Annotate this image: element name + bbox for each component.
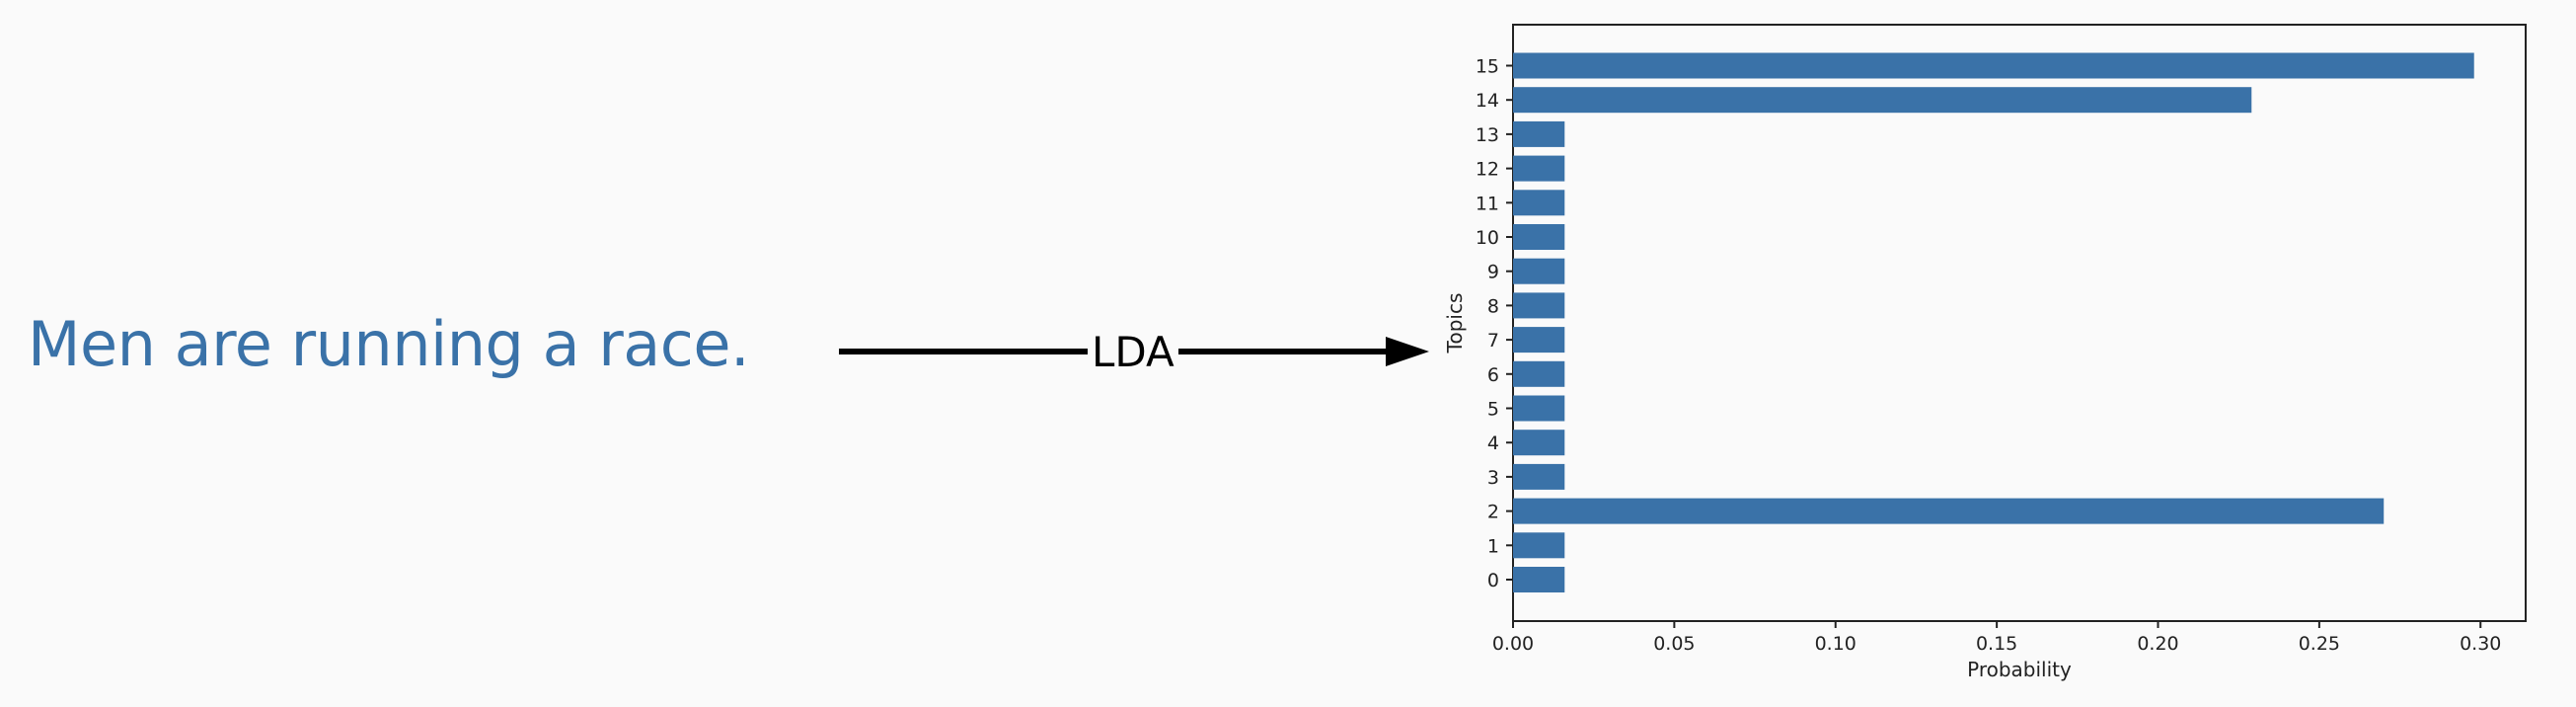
lda-label: LDA xyxy=(1088,328,1178,376)
y-tick-label: 7 xyxy=(1487,330,1499,352)
input-sentence: Men are running a race. xyxy=(28,308,750,380)
bar-topic-5 xyxy=(1513,395,1565,422)
bar-topic-1 xyxy=(1513,532,1565,559)
bar-topic-13 xyxy=(1513,120,1565,147)
bar-topic-10 xyxy=(1513,224,1565,250)
plot-frame xyxy=(1512,24,2527,622)
x-tick-label: 0.15 xyxy=(1976,633,2017,655)
x-tick-label: 0.00 xyxy=(1492,633,1534,655)
x-tick-label: 0.20 xyxy=(2137,633,2178,655)
x-tick-label: 0.30 xyxy=(2460,633,2501,655)
y-tick-label: 5 xyxy=(1487,399,1499,421)
bar-topic-0 xyxy=(1513,567,1565,592)
y-tick-label: 15 xyxy=(1476,56,1499,78)
y-tick-label: 6 xyxy=(1487,364,1499,386)
y-tick-label: 9 xyxy=(1487,262,1499,283)
y-tick-label: 13 xyxy=(1476,124,1499,146)
bar-topic-3 xyxy=(1513,463,1565,490)
y-tick-label: 1 xyxy=(1487,535,1499,557)
bar-topic-2 xyxy=(1513,498,2385,524)
bar-topic-15 xyxy=(1513,52,2474,79)
bar-topic-7 xyxy=(1513,327,1565,354)
y-tick-label: 4 xyxy=(1487,432,1499,454)
x-tick-label: 0.10 xyxy=(1815,633,1856,655)
x-tick-label: 0.05 xyxy=(1653,633,1695,655)
x-ticks-group: 0.00 0.05 0.10 0.15 0.20 0.25 0.30 xyxy=(1492,621,2501,655)
x-tick-label: 0.25 xyxy=(2299,633,2340,655)
y-tick-label: 3 xyxy=(1487,467,1499,489)
bar-topic-8 xyxy=(1513,292,1565,319)
y-tick-label: 2 xyxy=(1487,502,1499,523)
x-axis-label: Probability xyxy=(1967,658,2072,681)
bar-topic-6 xyxy=(1513,360,1565,387)
y-tick-label: 8 xyxy=(1487,295,1499,317)
bar-topic-11 xyxy=(1513,190,1565,216)
arrow-head-icon xyxy=(1386,337,1429,366)
y-tick-label: 12 xyxy=(1476,159,1499,181)
y-tick-label: 0 xyxy=(1487,570,1499,591)
y-tick-label: 10 xyxy=(1476,227,1499,249)
bar-topic-9 xyxy=(1513,258,1565,284)
y-tick-label: 11 xyxy=(1476,193,1499,214)
bar-topic-12 xyxy=(1513,155,1565,182)
bar-topic-4 xyxy=(1513,430,1565,456)
bar-topic-14 xyxy=(1513,87,2252,114)
y-axis-label: Topics xyxy=(1443,293,1467,354)
y-tick-label: 14 xyxy=(1476,90,1499,112)
bars-group xyxy=(1513,52,2474,592)
